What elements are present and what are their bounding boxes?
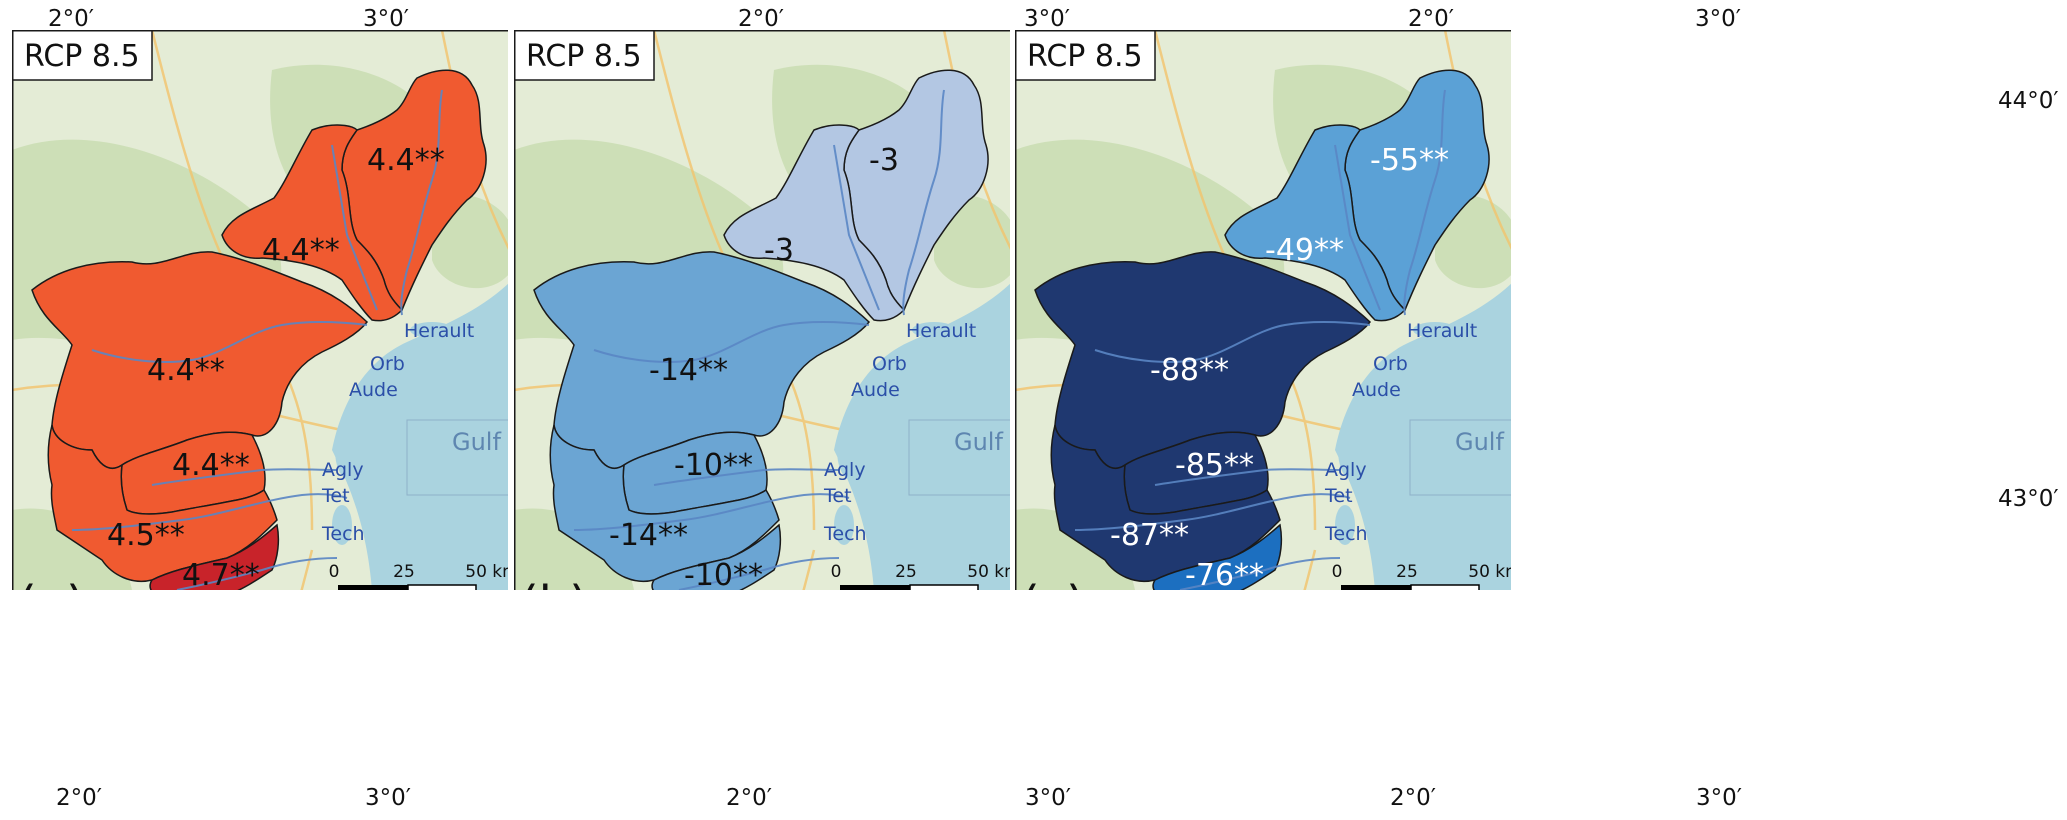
scenario-label: RCP 8.5 — [526, 39, 642, 74]
latitude-label: 43°0′ — [1998, 486, 2059, 512]
lagoons — [834, 322, 956, 545]
river-label-tech: Tech — [1324, 523, 1368, 545]
river-label-herault: Herault — [1407, 320, 1477, 342]
scale-tick-0: 0 — [329, 562, 340, 582]
longitude-label-bottom: 3°0′ — [365, 785, 411, 811]
value-orb: -49** — [1265, 233, 1344, 268]
sea — [1335, 283, 1511, 590]
value-orb: 4.4** — [262, 233, 340, 268]
catchment-tet — [549, 424, 780, 582]
catchment-tet — [1050, 424, 1281, 582]
scale-tick-25: 25 — [1396, 562, 1418, 582]
panel-frame — [12, 30, 508, 590]
map-panel-b: Herault Orb Aude Agly Tet Tech Gulf of L… — [514, 30, 1010, 590]
river-label-tet: Tet — [1324, 485, 1353, 507]
value-agly: -85** — [1175, 448, 1254, 483]
catchment-orb — [221, 124, 404, 322]
river-label-aude: Aude — [851, 379, 900, 401]
river-label-aude: Aude — [1352, 379, 1401, 401]
river-label-herault: Herault — [906, 320, 976, 342]
longitude-label-bottom: 3°0′ — [1025, 785, 1071, 811]
value-aude: 4.4** — [147, 353, 225, 388]
river-label-agly: Agly — [1325, 459, 1367, 481]
scale-tick-0: 0 — [1332, 562, 1343, 582]
lagoons — [332, 322, 454, 545]
river-label-tet: Tet — [321, 485, 350, 507]
river-label-agly: Agly — [824, 459, 866, 481]
scale-tick-50: 50 km — [465, 562, 508, 582]
scale-bar: 0 25 50 km — [329, 562, 508, 590]
panel-frame — [514, 30, 1010, 590]
scale-tick-25: 25 — [895, 562, 917, 582]
river-label-orb: Orb — [370, 353, 405, 375]
value-tech: -10** — [684, 558, 763, 590]
value-agly: -10** — [674, 448, 753, 483]
value-tet: 4.5** — [107, 518, 185, 553]
value-herault: -3 — [869, 143, 899, 178]
catchment-orb — [1224, 124, 1407, 322]
river-label-tech: Tech — [321, 523, 365, 545]
value-orb: -3 — [764, 233, 794, 268]
rivers — [573, 89, 945, 590]
value-aude: -88** — [1150, 353, 1229, 388]
scenario-label: RCP 8.5 — [24, 39, 140, 74]
scale-bar: 0 25 50 km — [831, 562, 1010, 590]
map-panel-a: Herault Orb Aude Agly Tet Tech Gulf of L… — [12, 30, 508, 590]
value-aude: -14** — [649, 353, 728, 388]
panel-label: (c) — [1021, 576, 1085, 590]
value-tet: -87** — [1110, 518, 1189, 553]
scale-tick-0: 0 — [831, 562, 842, 582]
river-label-orb: Orb — [872, 353, 907, 375]
latitude-label: 44°0′ — [1998, 88, 2059, 114]
longitude-label-top: 2°0′ — [48, 6, 94, 32]
river-label-agly: Agly — [322, 459, 364, 481]
value-herault: 4.4** — [367, 143, 445, 178]
catchment-tet — [47, 424, 278, 582]
scenario-box — [514, 30, 655, 81]
scale-tick-50: 50 km — [967, 562, 1010, 582]
rivers — [71, 89, 443, 590]
value-herault: -55** — [1370, 143, 1449, 178]
scale-tick-25: 25 — [393, 562, 415, 582]
longitude-label-bottom: 3°0′ — [1696, 785, 1742, 811]
river-label-tet: Tet — [823, 485, 852, 507]
scenario-box — [12, 30, 153, 81]
value-agly: 4.4** — [172, 448, 250, 483]
panel-label: (a) — [18, 576, 85, 590]
scale-bar: 0 25 50 km — [1332, 562, 1511, 590]
longitude-label-bottom: 2°0′ — [56, 785, 102, 811]
river-label-orb: Orb — [1373, 353, 1408, 375]
panel-frame — [1015, 30, 1511, 590]
longitude-label-top: 2°0′ — [1408, 6, 1454, 32]
river-label-herault: Herault — [404, 320, 474, 342]
river-label-tech: Tech — [823, 523, 867, 545]
value-tech: 4.7** — [182, 558, 260, 590]
panel-label: (b) — [520, 576, 588, 590]
scenario-label: RCP 8.5 — [1027, 39, 1143, 74]
lagoons — [1335, 322, 1457, 545]
river-label-aude: Aude — [349, 379, 398, 401]
longitude-label-top: 2°0′ — [738, 6, 784, 32]
scenario-box — [1015, 30, 1156, 81]
gulf-box — [406, 419, 508, 496]
sea — [332, 283, 508, 590]
sea — [834, 283, 1010, 590]
sea-label: Gulf of Lion — [954, 428, 1010, 456]
longitude-label-top: 3°0′ — [1695, 6, 1741, 32]
longitude-label-top: 3°0′ — [363, 6, 409, 32]
longitude-label-top: 3°0′ — [1024, 6, 1070, 32]
catchment-orb — [723, 124, 906, 322]
gulf-box — [908, 419, 1010, 496]
scale-tick-50: 50 km — [1468, 562, 1511, 582]
sea-label: Gulf of Lion — [452, 428, 508, 456]
map-panel-c: Herault Orb Aude Agly Tet Tech Gulf of L… — [1015, 30, 1511, 590]
longitude-label-bottom: 2°0′ — [726, 785, 772, 811]
gulf-box — [1409, 419, 1511, 496]
rivers — [1074, 89, 1446, 590]
value-tet: -14** — [609, 518, 688, 553]
longitude-label-bottom: 2°0′ — [1390, 785, 1436, 811]
value-tech: -76** — [1185, 558, 1264, 590]
sea-label: Gulf of Lion — [1455, 428, 1511, 456]
